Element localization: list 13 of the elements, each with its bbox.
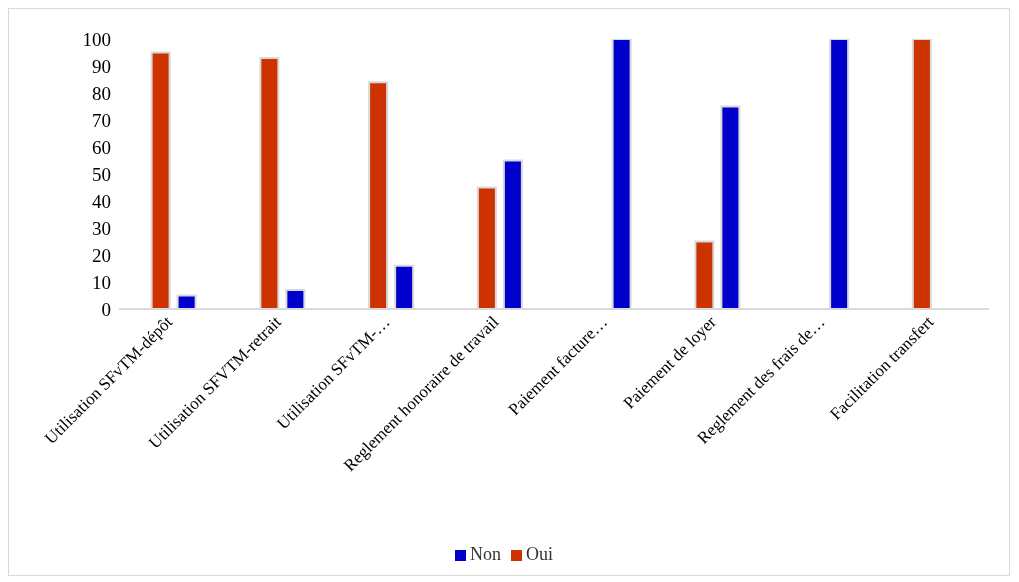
y-tick-label: 60: [92, 136, 111, 158]
legend-label: Oui: [526, 544, 553, 564]
y-tick-label: 70: [92, 109, 111, 131]
y-tick-label: 90: [92, 55, 111, 77]
legend-label: Non: [470, 544, 501, 564]
y-tick-label: 0: [101, 298, 111, 320]
y-tick-label: 100: [82, 28, 111, 50]
y-tick-label: 80: [92, 82, 111, 104]
y-tick-label: 50: [92, 163, 111, 185]
y-tick-label: 30: [92, 217, 111, 239]
y-tick-label: 20: [92, 244, 111, 266]
y-tick-label: 40: [92, 190, 111, 212]
y-tick-label: 10: [92, 271, 111, 293]
